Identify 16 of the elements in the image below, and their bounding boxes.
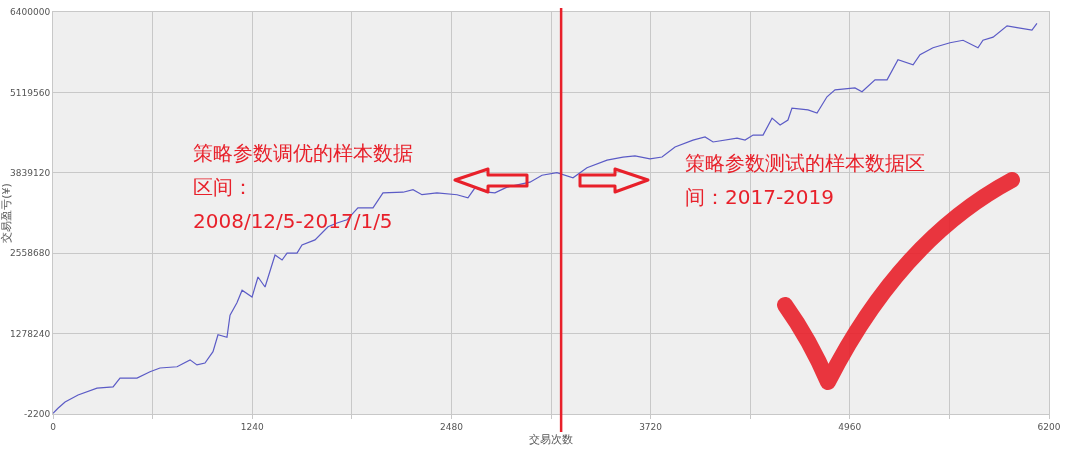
x-axis-title: 交易次数 <box>529 433 573 446</box>
x-tick-label: 0 <box>50 421 57 432</box>
x-tick-label: 4960 <box>838 421 862 432</box>
x-tick-label: 1240 <box>240 421 264 432</box>
y-axis-title: 交易盈亏(¥) <box>0 183 13 243</box>
y-tick-label: 1278240 <box>10 328 51 339</box>
x-tick-label: 2480 <box>439 421 464 432</box>
y-tick-label: -2200 <box>24 409 51 420</box>
x-tick-label: 3720 <box>639 421 663 432</box>
x-tick-label: 6200 <box>1037 421 1061 432</box>
y-tick-label: 6400000 <box>10 7 51 18</box>
y-tick-label: 5119560 <box>10 87 51 98</box>
y-tick-label: 2558680 <box>10 248 51 259</box>
y-tick-label: 3839120 <box>10 167 51 178</box>
line-series <box>53 22 1038 414</box>
annotation: 策略参数测试的样本数据区间：2017-2019 <box>685 150 926 211</box>
